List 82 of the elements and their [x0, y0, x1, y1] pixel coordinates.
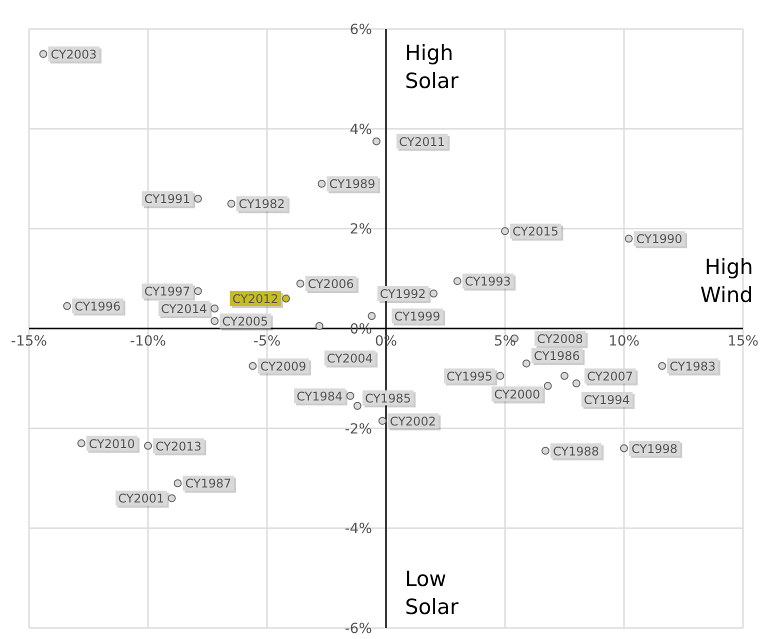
x-tick-label: 10% [608, 334, 640, 350]
data-label: CY1990 [636, 232, 682, 246]
data-label: CY1991 [144, 192, 190, 206]
point [194, 287, 202, 296]
data-label: CY2011 [398, 134, 446, 149]
point [63, 302, 72, 310]
point [227, 200, 236, 208]
data-label: CY1982 [238, 197, 285, 212]
point [296, 280, 304, 288]
y-tick-label: -4% [344, 521, 372, 538]
data-label: CY2013 [156, 439, 202, 454]
point [378, 416, 386, 425]
x-tick-label: -15% [10, 334, 48, 350]
point [318, 180, 326, 188]
point [210, 304, 219, 313]
point [620, 444, 628, 452]
annotation: High Wind [700, 255, 753, 307]
x-tick-label: -10% [130, 334, 166, 350]
data-label: CY1985 [364, 391, 411, 406]
data-label: CY1996 [74, 300, 121, 314]
y-tick-label: 4% [350, 122, 372, 138]
y-tick-label: 2% [350, 222, 372, 238]
data-label: CY1984 [296, 389, 343, 404]
data-label: CY2012 [232, 292, 278, 306]
data-label: CY2000 [494, 387, 540, 402]
data-label: CY2008 [537, 332, 584, 346]
point [210, 317, 219, 326]
point [368, 312, 376, 320]
data-label: CY1998 [632, 442, 678, 456]
point [522, 359, 530, 368]
data-label: CY1989 [329, 177, 376, 192]
point [144, 442, 152, 450]
point [430, 290, 438, 298]
data-label: CY2014 [160, 302, 207, 316]
data-label: CY1992 [380, 287, 426, 302]
point [560, 372, 568, 380]
point [658, 362, 666, 370]
point [346, 392, 354, 400]
point [282, 294, 290, 303]
data-label: CY2015 [512, 224, 559, 239]
data-label: CY2006 [308, 277, 354, 292]
data-label: CY2003 [50, 47, 97, 62]
data-label: CY2010 [88, 436, 135, 451]
data-label: CY1983 [670, 359, 716, 374]
data-label: CY2009 [260, 359, 306, 374]
data-label: CY1987 [185, 476, 232, 491]
annotation: High Solar [405, 41, 459, 93]
data-label: CY1994 [584, 392, 630, 407]
point [572, 379, 580, 388]
point [372, 137, 380, 146]
data-label: CY1986 [534, 348, 580, 363]
point [496, 372, 504, 380]
point [39, 50, 48, 58]
data-label: CY2007 [587, 369, 634, 384]
x-tick-label: 15% [727, 334, 759, 350]
data-label: CY1993 [464, 274, 511, 289]
point [453, 277, 462, 286]
data-label: CY2002 [390, 414, 436, 428]
x-tick-label: -5% [253, 334, 281, 350]
y-tick-label: -6% [344, 621, 372, 637]
data-label: CY1997 [144, 284, 190, 299]
y-tick-label: -2% [344, 421, 372, 438]
point [168, 494, 176, 502]
data-label: CY1999 [394, 310, 440, 324]
point [194, 194, 202, 203]
data-label: CY2005 [222, 314, 268, 329]
annotation: Low Solar [405, 567, 459, 619]
x-tick-label: 5% [494, 334, 516, 350]
data-label: CY1988 [552, 444, 600, 458]
data-label: CY2004 [326, 352, 373, 366]
point [248, 362, 257, 370]
point [544, 382, 552, 390]
point [174, 479, 182, 488]
point [77, 439, 86, 448]
point [315, 322, 324, 330]
y-tick-label: 6% [350, 22, 372, 38]
point [541, 446, 550, 455]
point [353, 402, 362, 410]
point [624, 234, 633, 243]
point [501, 227, 509, 236]
data-label: CY1995 [446, 369, 493, 384]
data-label: CY2001 [118, 492, 164, 506]
